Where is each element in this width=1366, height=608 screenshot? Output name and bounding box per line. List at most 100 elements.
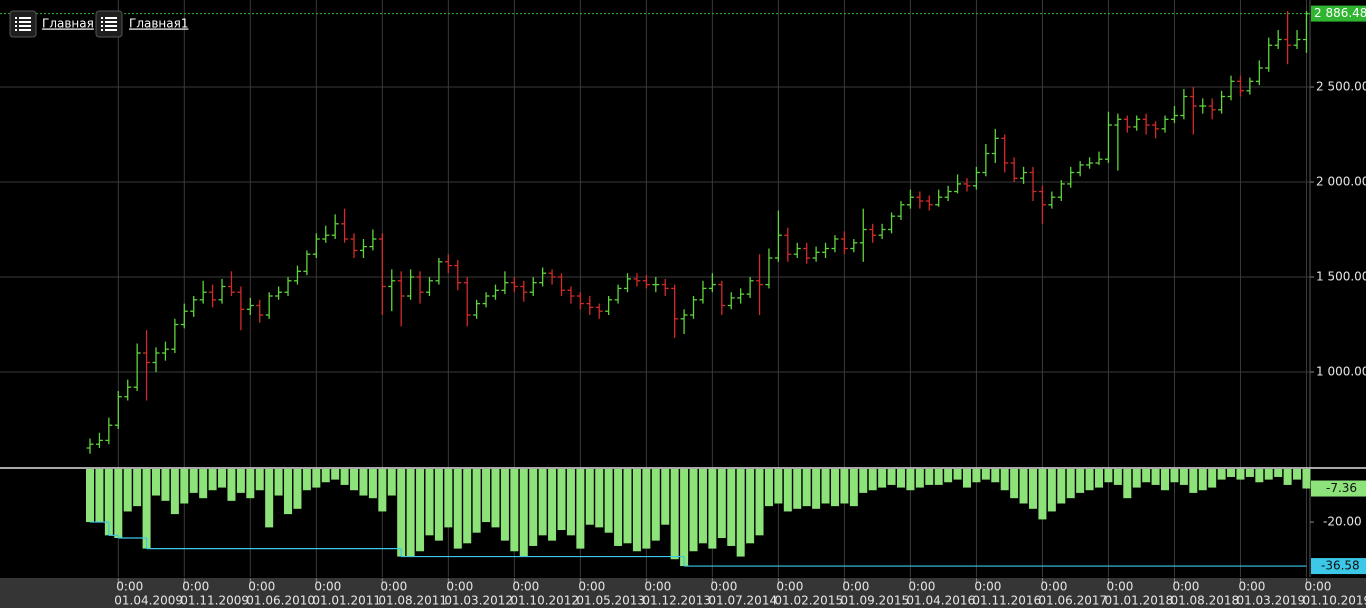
drawdown-bar bbox=[104, 469, 113, 536]
drawdown-bar bbox=[378, 469, 387, 512]
x-tick-date: 01.06.2010 bbox=[246, 594, 315, 608]
drawdown-bar bbox=[689, 469, 698, 552]
y-tick-label: 1 000.00 bbox=[1316, 365, 1366, 379]
ohlc-bar bbox=[1076, 161, 1084, 177]
ohlc-bar bbox=[690, 296, 698, 319]
ohlc-bar bbox=[548, 269, 556, 285]
last-price-box bbox=[1311, 5, 1366, 22]
max-drawdown-label: -36.58 bbox=[1321, 559, 1360, 573]
drawdown-bar bbox=[284, 469, 293, 515]
x-tick-time: 0:00 bbox=[644, 580, 671, 594]
drawdown-bar bbox=[1047, 469, 1056, 512]
tab-label[interactable]: Главная1 bbox=[129, 17, 188, 31]
drawdown-bar bbox=[510, 469, 519, 552]
drawdown-bar bbox=[170, 469, 179, 515]
x-tick-date: 01.04.2016 bbox=[906, 594, 975, 608]
drawdown-bar bbox=[1274, 469, 1283, 477]
ohlc-bar bbox=[425, 277, 433, 297]
drawdown-bar bbox=[991, 469, 1000, 483]
ohlc-bar bbox=[529, 277, 537, 297]
x-tick-time: 0:00 bbox=[974, 580, 1001, 594]
drawdown-bar bbox=[962, 469, 971, 488]
ohlc-bar bbox=[793, 242, 801, 259]
ohlc-bar bbox=[1218, 90, 1226, 114]
drawdown-bar bbox=[595, 469, 604, 528]
x-tick-time: 0:00 bbox=[1172, 580, 1199, 594]
ohlc-bar bbox=[227, 271, 235, 297]
ohlc-bar bbox=[322, 225, 330, 243]
ohlc-bar bbox=[784, 227, 792, 262]
ohlc-bar bbox=[576, 292, 584, 310]
drawdown-bar bbox=[95, 469, 104, 523]
drawdown-bar bbox=[585, 469, 594, 525]
x-tick-date: 01.08.2011 bbox=[378, 594, 447, 608]
drawdown-bar bbox=[915, 469, 924, 488]
ohlc-bar bbox=[143, 330, 151, 401]
drawdown-bar bbox=[293, 469, 302, 509]
ohlc-bar bbox=[1199, 98, 1207, 114]
ohlc-bar bbox=[661, 278, 669, 297]
ohlc-bar bbox=[256, 299, 264, 323]
ohlc-bar bbox=[1057, 180, 1065, 202]
ohlc-bar bbox=[416, 271, 424, 304]
ohlc-bar bbox=[114, 391, 122, 430]
drawdown-bar bbox=[350, 469, 359, 491]
ohlc-bar bbox=[473, 299, 481, 319]
drawdown-bar bbox=[849, 469, 858, 507]
ohlc-bar bbox=[95, 432, 103, 449]
tab-label[interactable]: Главная bbox=[42, 17, 94, 31]
ohlc-bar bbox=[199, 280, 207, 304]
ohlc-bar bbox=[105, 417, 113, 445]
drawdown-bar bbox=[1198, 469, 1207, 491]
drawdown-bar bbox=[830, 469, 839, 507]
x-tick-time: 0:00 bbox=[248, 580, 275, 594]
y-tick-label: 2 500.00 bbox=[1316, 80, 1366, 94]
drawdown-bar bbox=[1245, 469, 1254, 477]
drawdown-bar bbox=[614, 469, 623, 546]
drawdown-bar bbox=[236, 469, 245, 493]
x-tick-date: 01.04.2009 bbox=[114, 594, 183, 608]
drawdown-bar bbox=[1217, 469, 1226, 480]
ohlc-bar bbox=[1123, 115, 1131, 133]
drawdown-bar bbox=[774, 469, 783, 504]
ohlc-bar bbox=[671, 284, 679, 338]
x-tick-time: 0:00 bbox=[446, 580, 473, 594]
drawdown-bar bbox=[1161, 469, 1170, 491]
tab-bar: Главная Главная1 bbox=[9, 10, 188, 38]
x-tick-time: 0:00 bbox=[710, 580, 737, 594]
ohlc-bar bbox=[265, 292, 273, 319]
last-price-label: 2 886.48 bbox=[1314, 6, 1366, 20]
x-tick-time: 0:00 bbox=[1106, 580, 1133, 594]
ohlc-bar bbox=[1020, 166, 1028, 184]
ohlc-bar bbox=[1029, 166, 1037, 202]
drawdown-bar bbox=[218, 469, 227, 488]
drawdown-bar bbox=[491, 469, 500, 528]
drawdown-bar bbox=[331, 469, 340, 480]
drawdown-bar bbox=[444, 469, 453, 528]
ohlc-bar bbox=[1293, 30, 1301, 50]
drawdown-bar bbox=[482, 469, 491, 523]
drawdown-bar bbox=[1293, 469, 1302, 480]
menu-icon[interactable] bbox=[95, 10, 123, 38]
drawdown-bar bbox=[651, 469, 660, 541]
ohlc-bar bbox=[378, 233, 386, 316]
x-tick-time: 0:00 bbox=[314, 580, 341, 594]
ohlc-bar bbox=[539, 267, 547, 287]
ohlc-bar bbox=[1170, 106, 1178, 124]
x-tick-time: 0:00 bbox=[1040, 580, 1067, 594]
ohlc-bar bbox=[1265, 37, 1273, 72]
max-drawdown-line bbox=[90, 521, 1307, 567]
ohlc-bar bbox=[586, 296, 594, 316]
ohlc-bar bbox=[463, 277, 471, 327]
x-tick-time: 0:00 bbox=[512, 580, 539, 594]
x-tick-date: 01.02.2015 bbox=[774, 594, 843, 608]
menu-icon[interactable] bbox=[9, 10, 37, 38]
drawdown-bar bbox=[1113, 469, 1122, 485]
ohlc-bar bbox=[935, 189, 943, 207]
drawdown-bar bbox=[406, 469, 415, 557]
drawdown-bar bbox=[566, 469, 575, 536]
ohlc-bar bbox=[972, 166, 980, 190]
list-glyph bbox=[15, 17, 31, 31]
drawdown-bar bbox=[783, 469, 792, 512]
